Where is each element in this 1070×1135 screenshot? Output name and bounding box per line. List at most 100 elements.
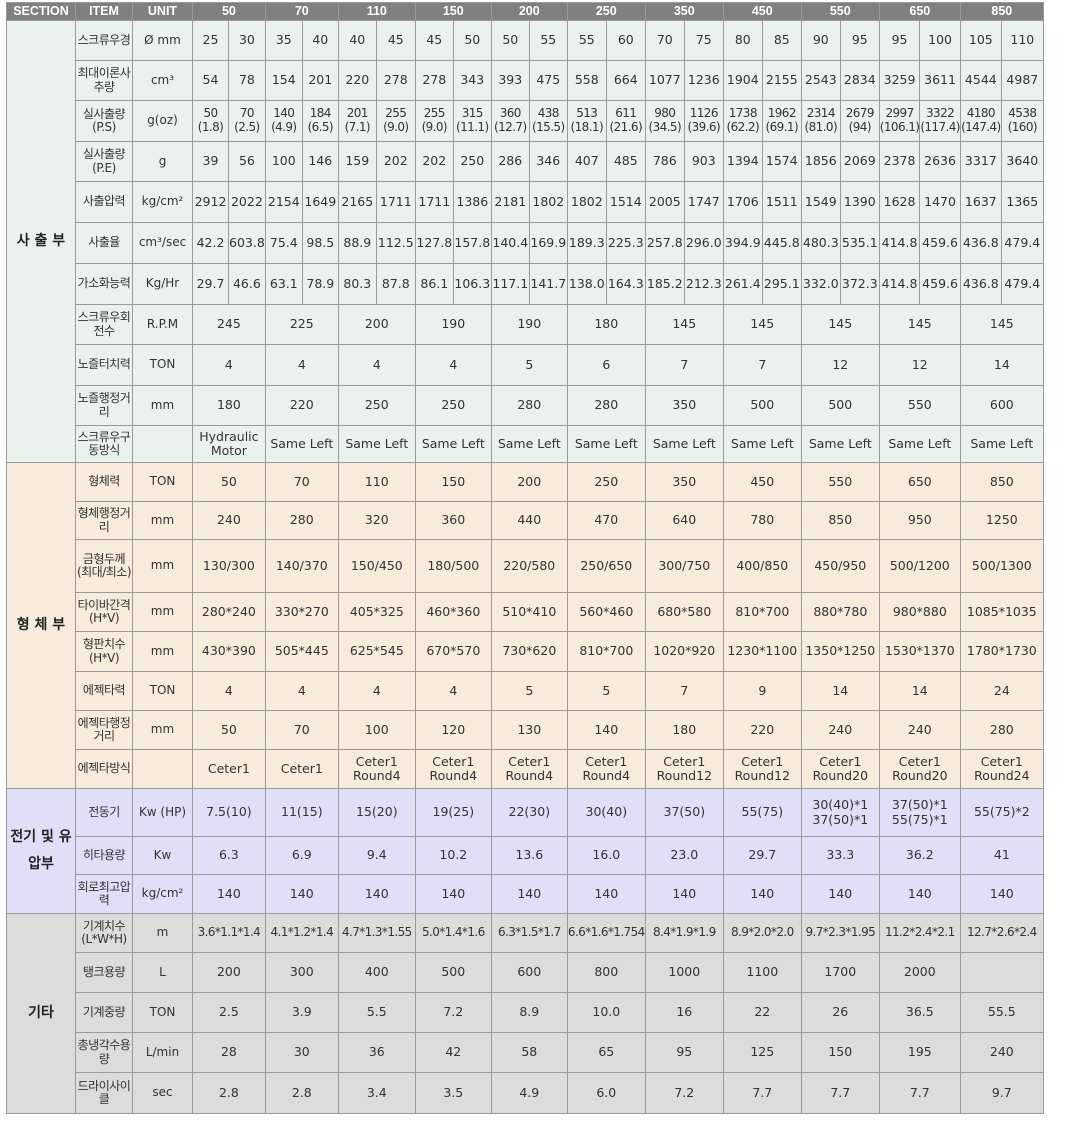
value-cell: 479.4 — [1000, 263, 1044, 305]
value-cell: 180/500 — [414, 539, 492, 593]
item-label: 금형두께(최대/최소) — [75, 539, 133, 593]
value-cell: 3.4 — [337, 1072, 416, 1114]
value-cell: 9.7*2.3*1.95 — [800, 913, 880, 953]
value-cell: 9 — [722, 671, 802, 711]
value-cell: 100 — [919, 20, 961, 61]
value-cell: 55(75) — [722, 788, 802, 837]
value-cell: 106.3 — [452, 263, 492, 305]
value-cell: 280 — [959, 710, 1044, 750]
item-label: 실사출량(P.S) — [75, 100, 133, 142]
value-cell: 159 — [337, 141, 377, 182]
value-cell: 140 — [337, 874, 416, 914]
value-cell: 58 — [490, 1032, 568, 1073]
value-cell: 78.9 — [301, 263, 339, 305]
value-cell: 189.3 — [566, 222, 607, 264]
machine-spec-table: SECTION ITEM UNIT 50 70 110 150 200 250 … — [6, 2, 1044, 1114]
value-cell: Same Left — [414, 425, 492, 463]
value-cell: 145 — [959, 304, 1044, 345]
value-cell: 130 — [490, 710, 568, 750]
value-cell: 7 — [722, 344, 802, 386]
value-cell: 2912 — [192, 181, 229, 223]
value-cell: 1574 — [761, 141, 802, 182]
value-cell: 2.8 — [192, 1072, 266, 1114]
value-cell: 150 — [414, 462, 492, 502]
value-cell: 86.1 — [414, 263, 454, 305]
value-cell: 640 — [644, 501, 724, 540]
value-cell: 39 — [192, 141, 229, 182]
value-cell: 730*620 — [490, 631, 568, 672]
unit-label — [132, 425, 193, 463]
value-cell: 393 — [490, 60, 530, 101]
item-label: 사출율 — [75, 222, 133, 264]
value-cell: 400 — [337, 952, 416, 993]
table-row: 스크류우구동방식 Hydraulic Motor Same Left Same Lef… — [7, 425, 1044, 463]
value-cell: 1386 — [452, 181, 492, 223]
item-label: 타이바간격(H*V) — [75, 592, 133, 632]
unit-label: mm — [132, 592, 193, 632]
value-cell: 600 — [490, 952, 568, 993]
item-label: 전동기 — [75, 788, 133, 837]
value-cell: 140 (4.9) — [264, 100, 303, 142]
value-cell: Same Left — [644, 425, 724, 463]
value-cell: Same Left — [490, 425, 568, 463]
value-cell: 850 — [800, 501, 880, 540]
value-cell: 225 — [264, 304, 339, 345]
item-label: 형판치수(H*V) — [75, 631, 133, 672]
value-cell: 1230*1100 — [722, 631, 802, 672]
value-cell: 280 — [264, 501, 339, 540]
unit-label: Kw — [132, 836, 193, 875]
value-cell: 117.1 — [490, 263, 530, 305]
unit-label: L/min — [132, 1032, 193, 1073]
table-row: 형 체 부 형체력 TON 50 70 110 150 200 250 350 450 550 650 8… — [6, 462, 1044, 789]
value-cell: 112.5 — [375, 222, 416, 264]
value-cell: 810*700 — [566, 631, 646, 672]
header-model: 650 — [878, 2, 961, 21]
value-cell: 2314 (81.0) — [800, 100, 841, 142]
unit-label: mm — [132, 501, 193, 540]
header-item: ITEM — [75, 2, 133, 21]
unit-label: Kg/Hr — [132, 263, 193, 305]
value-cell: 22 — [722, 992, 802, 1033]
value-cell: 3259 — [878, 60, 921, 101]
value-cell: Ceter1 Round20 — [800, 749, 880, 789]
section-label: 형 체 부 — [6, 462, 76, 789]
value-cell: 42 — [414, 1032, 492, 1073]
value-cell: 1904 — [722, 60, 763, 101]
value-cell: 1549 — [800, 181, 841, 223]
value-cell: 450/950 — [800, 539, 880, 593]
value-cell: 140 — [800, 874, 880, 914]
value-cell: 2069 — [839, 141, 880, 182]
value-cell: 140 — [878, 874, 961, 914]
unit-label: mm — [132, 631, 193, 672]
value-cell — [959, 952, 1044, 993]
value-cell: 4 — [337, 344, 416, 386]
value-cell: 480.3 — [800, 222, 841, 264]
value-cell: 360 (12.7) — [490, 100, 530, 142]
table-row: 가소화능력 Kg/Hr 29.7 46.6 63.1 78.9 80.3 87.8 86.1 10… — [7, 263, 1044, 305]
value-cell: Ceter1 Round4 — [337, 749, 416, 789]
value-cell: Ceter1 Round20 — [878, 749, 961, 789]
value-cell: 1511 — [761, 181, 802, 223]
value-cell: 85 — [761, 20, 802, 61]
value-cell: 625*545 — [337, 631, 416, 672]
value-cell: 1530*1370 — [878, 631, 961, 672]
value-cell: 60 — [605, 20, 646, 61]
value-cell: 407 — [566, 141, 607, 182]
value-cell: 1802 — [566, 181, 607, 223]
value-cell: 8.9 — [490, 992, 568, 1033]
value-cell: 4 — [337, 671, 416, 711]
value-cell: 87.8 — [375, 263, 416, 305]
value-cell: 343 — [452, 60, 492, 101]
value-cell: 479.4 — [1000, 222, 1044, 264]
value-cell: 2000 — [878, 952, 961, 993]
value-cell: 560*460 — [566, 592, 646, 632]
value-cell: 810*700 — [722, 592, 802, 632]
value-cell: 145 — [722, 304, 802, 345]
value-cell: Ceter1 Round12 — [722, 749, 802, 789]
value-cell: 22(30) — [490, 788, 568, 837]
value-cell: 50 — [490, 20, 530, 61]
header-model: 200 — [490, 2, 568, 21]
table-row: 에젝타방식 Ceter1 Ceter1 Ceter1 Round4 Ceter1 Rou… — [7, 749, 1044, 789]
value-cell: 169.9 — [528, 222, 568, 264]
item-label: 기계중량 — [75, 992, 133, 1033]
